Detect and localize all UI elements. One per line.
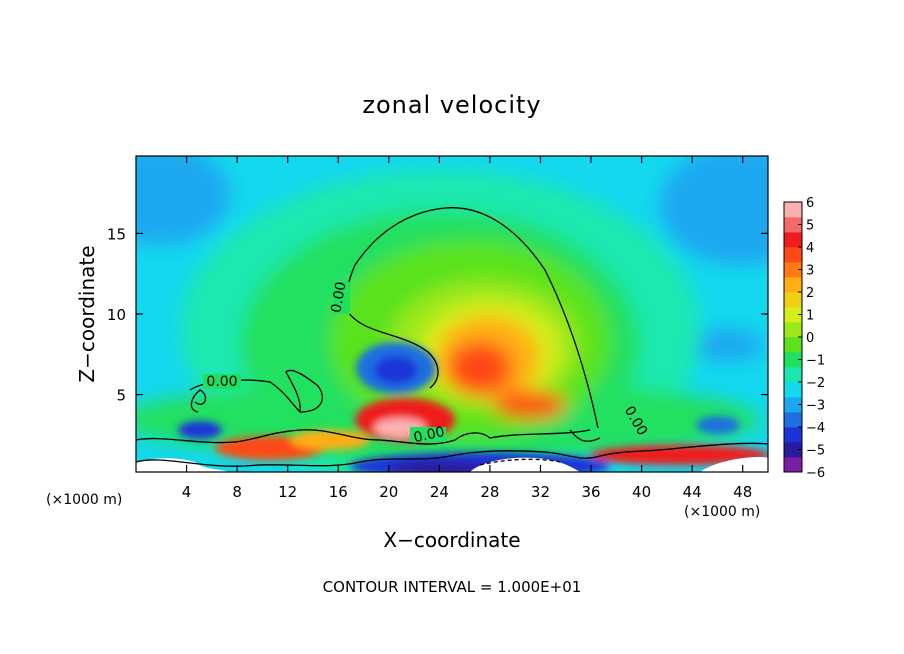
colorbar: 6 5 4 3 2 1 0 −1 −2 −3 −4 −5 −6 (783, 196, 825, 481)
colorbar-label-5: 1 (806, 309, 814, 324)
field-left-blue (178, 421, 222, 439)
field-right-red (494, 391, 566, 419)
x-tick-label-2: 12 (278, 483, 297, 501)
colorbar-swatch-11 (784, 292, 802, 308)
colorbar-label-2: 4 (806, 241, 814, 256)
y-tick-label-0: 5 (116, 387, 126, 405)
x-tick-label-5: 24 (430, 483, 449, 501)
field-upper-right-blue (660, 156, 768, 265)
colorbar-swatch-10 (784, 307, 802, 323)
field-lower-red-right (590, 445, 768, 465)
contour-left-loop (189, 369, 323, 414)
x-tick-label-0: 4 (182, 483, 192, 501)
field-surface-darkblue (390, 460, 490, 472)
colorbar-swatch-17 (784, 202, 802, 218)
y-tick-label-1: 10 (107, 306, 126, 324)
colorbar-label-9: −3 (806, 399, 825, 414)
x-tick-label-10: 44 (683, 483, 702, 501)
colorbar-swatch-9 (784, 322, 802, 338)
field-negative-core (374, 356, 418, 384)
colorbar-label-0: 6 (806, 196, 814, 211)
colorbar-label-6: 0 (806, 331, 814, 346)
contour-lower-band (136, 429, 591, 445)
x-axis-label: X−coordinate (383, 528, 520, 552)
contour-label-1: 0.00 (328, 281, 349, 314)
contour-right-stub (569, 429, 601, 442)
colorbar-label-11: −5 (806, 444, 825, 459)
colorbar-swatch-5 (784, 382, 802, 398)
field-right-blue-spot (692, 329, 764, 361)
contour-label-bg-3 (410, 427, 446, 442)
contour-dashed (479, 458, 561, 466)
x-tick-label-1: 8 (232, 483, 242, 501)
colorbar-swatch-14 (784, 247, 802, 263)
y-axis: 5 10 15 (107, 225, 768, 405)
colorbar-label-12: −6 (806, 466, 825, 481)
contour-label-3: 0.00 (412, 424, 446, 446)
colorbar-swatch-4 (784, 397, 802, 413)
y-tick-label-2: 15 (107, 225, 126, 243)
x-tick-label-6: 28 (480, 483, 499, 501)
contour-low-left (190, 389, 207, 413)
chart-title: zonal velocity (362, 91, 541, 119)
colorbar-swatch-0 (784, 457, 802, 473)
contour-lines (136, 207, 768, 467)
field-dome-red (448, 342, 512, 394)
x-tick-label-11: 48 (733, 483, 752, 501)
colorbar-swatch-15 (784, 232, 802, 248)
contour-interval-text: CONTOUR INTERVAL = 1.000E+01 (323, 578, 582, 596)
colorbar-label-10: −4 (806, 421, 825, 436)
x-tick-label-8: 36 (581, 483, 600, 501)
x-tick-label-9: 40 (632, 483, 651, 501)
colorbar-swatch-8 (784, 337, 802, 353)
contour-surface-band (136, 442, 768, 467)
field-lower-yellow (290, 430, 370, 450)
terrain-white (136, 456, 768, 472)
x-tick-label-7: 32 (531, 483, 550, 501)
y-axis-label: Z−coordinate (75, 245, 99, 382)
colorbar-swatch-2 (784, 427, 802, 443)
colorbar-swatch-7 (784, 352, 802, 368)
colorbar-swatch-16 (784, 217, 802, 233)
contour-dome (345, 207, 599, 429)
field-right-blue (696, 416, 740, 434)
colorbar-label-7: −1 (806, 354, 825, 369)
colorbar-label-3: 3 (806, 264, 814, 279)
colorbar-swatch-13 (784, 262, 802, 278)
colorbar-swatch-1 (784, 442, 802, 458)
x-unit-left: (×1000 m) (46, 492, 122, 508)
x-axis: 4 8 12 16 20 24 28 32 36 40 44 48 (182, 156, 752, 501)
x-tick-label-3: 16 (329, 483, 348, 501)
x-tick-label-4: 20 (379, 483, 398, 501)
colorbar-label-4: 2 (806, 286, 814, 301)
colorbar-label-1: 5 (806, 219, 814, 234)
contour-label-bg-2 (203, 374, 241, 389)
heatmap-field (136, 156, 768, 472)
field-upper-left-blue (136, 156, 230, 245)
contour-label-bg-1 (334, 282, 350, 314)
colorbar-swatch-3 (784, 412, 802, 428)
colorbar-swatch-6 (784, 367, 802, 383)
colorbar-swatch-12 (784, 277, 802, 293)
x-unit-right: (×1000 m) (684, 504, 760, 520)
colorbar-label-8: −2 (806, 376, 825, 391)
contour-label-2: 0.00 (206, 374, 237, 390)
